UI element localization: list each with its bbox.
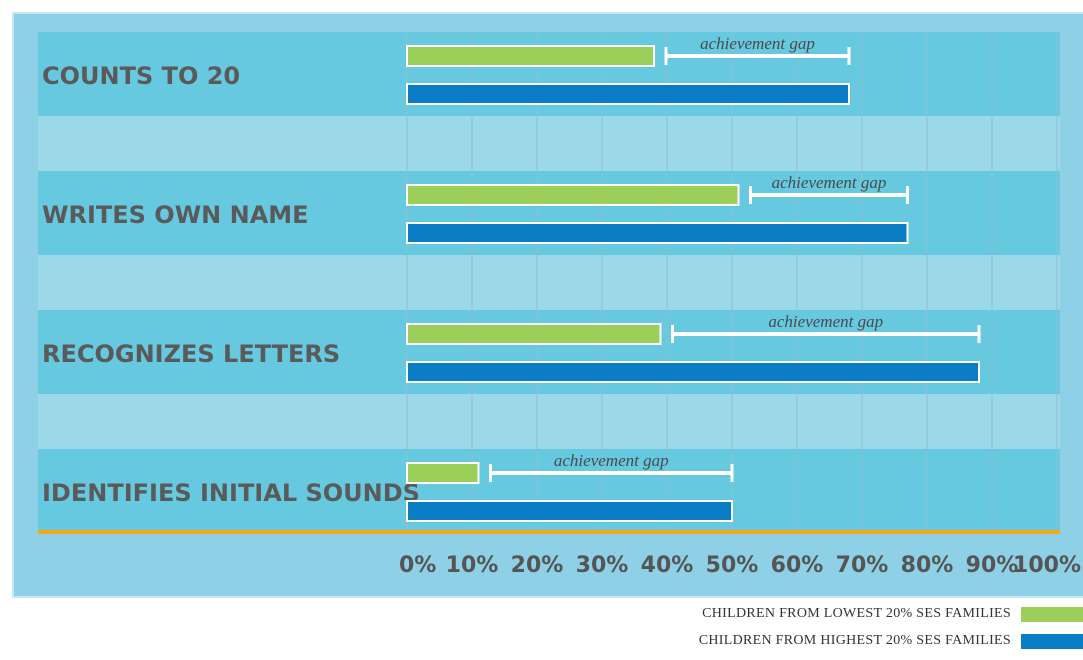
legend-label-lowest-ses: CHILDREN FROM LOWEST 20% SES FAMILIES: [702, 606, 1011, 621]
chart-svg: COUNTS TO 20 achievement gap WRITES OWN NA…: [38, 32, 1081, 578]
x-tick-label: 100%: [1013, 553, 1081, 578]
gap-annotation: achievement gap: [768, 312, 883, 331]
category-label: WRITES OWN NAME: [42, 201, 309, 229]
legend-item-lowest-ses: CHILDREN FROM LOWEST 20% SES FAMILIES: [523, 606, 1083, 622]
bar-lowest-ses: [406, 323, 662, 345]
category-label: COUNTS TO 20: [42, 62, 240, 90]
bar-lowest-ses: [406, 184, 740, 206]
legend-swatch-highest-ses: [1021, 633, 1083, 649]
legend: CHILDREN FROM LOWEST 20% SES FAMILIES CH…: [523, 606, 1083, 660]
x-tick-label: 20%: [511, 553, 564, 578]
separator-band: [38, 116, 1060, 171]
bar-lowest-ses: [406, 462, 480, 484]
gap-annotation: achievement gap: [772, 173, 887, 192]
x-tick-label: 40%: [641, 553, 694, 578]
category-label: RECOGNIZES LETTERS: [42, 340, 340, 368]
bar-lowest-ses: [406, 45, 655, 67]
legend-label-highest-ses: CHILDREN FROM HIGHEST 20% SES FAMILIES: [698, 633, 1011, 648]
x-tick-label: 90%: [966, 553, 1019, 578]
bar-highest-ses: [406, 222, 909, 244]
bar-highest-ses: [406, 361, 980, 383]
x-tick-label: 30%: [576, 553, 629, 578]
gap-annotation: achievement gap: [554, 451, 669, 470]
x-tick-label: 50%: [706, 553, 759, 578]
legend-item-highest-ses: CHILDREN FROM HIGHEST 20% SES FAMILIES: [523, 633, 1083, 649]
x-tick-label: 10%: [446, 553, 499, 578]
legend-swatch-lowest-ses: [1021, 606, 1083, 622]
category-label: IDENTIFIES INITIAL SOUNDS: [42, 479, 420, 507]
x-tick-label: 60%: [771, 553, 824, 578]
x-tick-label: 80%: [901, 553, 954, 578]
baseline-accent: [38, 530, 1060, 534]
x-tick-label: 0%: [399, 553, 436, 578]
bar-highest-ses: [406, 500, 733, 522]
separator-band: [38, 394, 1060, 449]
gap-annotation: achievement gap: [700, 34, 815, 53]
x-tick-label: 70%: [836, 553, 889, 578]
separator-band: [38, 255, 1060, 310]
bar-highest-ses: [406, 83, 850, 105]
